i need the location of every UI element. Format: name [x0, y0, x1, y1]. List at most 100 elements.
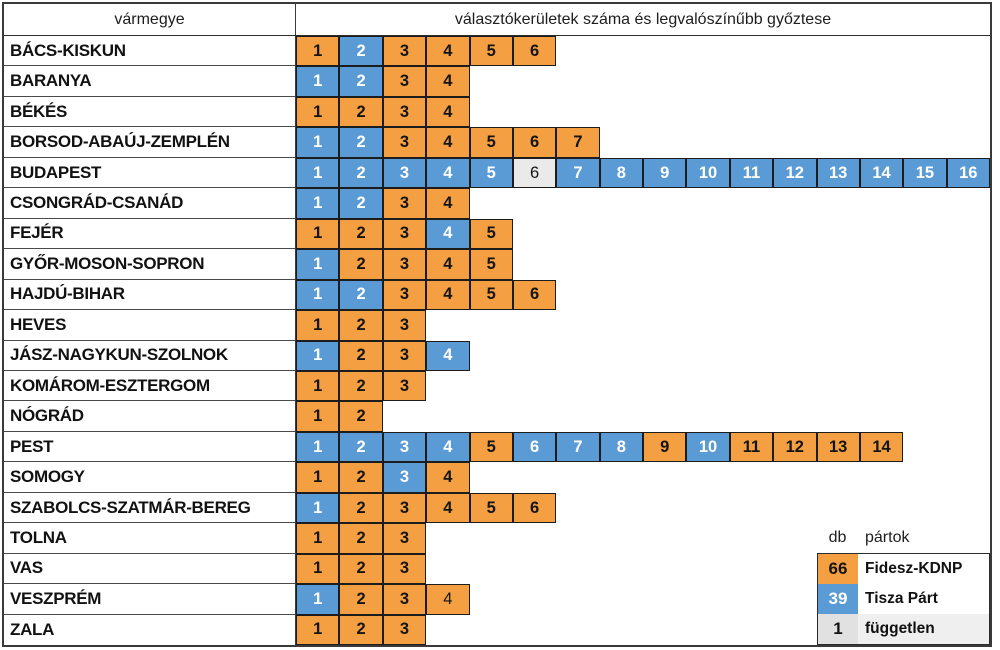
district-cell: 3 — [382, 96, 427, 128]
district-cell: 5 — [469, 157, 513, 189]
header-districts-column: választókerületek száma és legvalószínűb… — [454, 10, 832, 28]
district-cell: 1 — [296, 157, 340, 189]
district-cell: 3 — [382, 431, 427, 463]
district-cell: 8 — [599, 431, 643, 463]
district-cells: 1 2 3 4 5 6 7 8 9 10 11 12 13 14 15 16 — [296, 157, 990, 189]
district-cell: 1 — [296, 127, 340, 158]
district-cell: 6 — [512, 431, 557, 463]
district-cell: 2 — [339, 370, 383, 402]
district-cell: 1 — [296, 279, 340, 311]
district-cell: 12 — [773, 431, 817, 463]
district-cell: 14 — [859, 157, 904, 189]
county-row: PEST 1 2 3 4 5 6 7 8 9 10 11 12 13 14 — [4, 431, 990, 463]
district-cell: 14 — [859, 431, 904, 463]
county-name: VESZPRÉM — [4, 584, 296, 615]
county-row: ZALA 1 2 3 — [4, 614, 990, 646]
legend-row-fidesz: 66 Fidesz-KDNP — [818, 554, 989, 585]
county-name: VAS — [4, 553, 296, 585]
district-cell: 3 — [382, 127, 427, 158]
district-cell: 2 — [339, 66, 383, 97]
district-cell: 6 — [512, 127, 557, 158]
district-cell: 3 — [382, 614, 427, 646]
county-row: BORSOD-ABAÚJ-ZEMPLÉN 1 2 3 4 5 6 7 — [4, 127, 990, 158]
tisza-label: Tisza Párt — [865, 590, 938, 608]
district-cell: 4 — [426, 340, 470, 371]
district-cell: 4 — [426, 492, 470, 524]
county-row: JÁSZ-NAGYKUN-SZOLNOK 1 2 3 4 — [4, 340, 990, 371]
district-cell: 4 — [426, 584, 470, 615]
table-header-row: vármegye választókerületek száma és legv… — [4, 4, 990, 36]
header-region-column: vármegye — [4, 4, 296, 35]
district-cell: 1 — [296, 462, 340, 493]
county-row: CSONGRÁD-CSANÁD 1 2 3 4 — [4, 188, 990, 219]
district-cell: 2 — [339, 188, 383, 219]
district-cell: 3 — [382, 218, 427, 250]
district-cell: 4 — [426, 157, 470, 189]
county-name: GYŐR-MOSON-SOPRON — [4, 249, 296, 280]
district-cell: 2 — [339, 401, 383, 432]
district-cell: 3 — [382, 492, 427, 524]
district-cell: 6 — [512, 279, 557, 311]
county-name: ZALA — [4, 614, 296, 646]
county-name: HAJDÚ-BIHAR — [4, 279, 296, 311]
fidesz-swatch: 66 — [818, 554, 858, 585]
district-cell: 5 — [469, 492, 513, 524]
district-cell: 3 — [382, 370, 427, 402]
county-row: GYŐR-MOSON-SOPRON 1 2 3 4 5 — [4, 249, 990, 280]
district-cell: 1 — [296, 66, 340, 97]
district-cell: 3 — [382, 66, 427, 97]
independent-label: független — [865, 620, 935, 638]
district-cell: 3 — [382, 462, 427, 493]
county-row: BÉKÉS 1 2 3 4 — [4, 96, 990, 128]
county-name: PEST — [4, 431, 296, 463]
district-cell: 1 — [296, 431, 340, 463]
district-cell: 6 — [512, 157, 557, 189]
district-cell: 1 — [296, 553, 340, 585]
county-row: SZABOLCS-SZATMÁR-BEREG 1 2 3 4 5 6 — [4, 492, 990, 524]
county-name: CSONGRÁD-CSANÁD — [4, 188, 296, 219]
district-cell: 6 — [512, 36, 557, 67]
district-cell: 1 — [296, 249, 340, 280]
district-cell: 13 — [816, 431, 860, 463]
district-cell: 5 — [469, 127, 513, 158]
legend-count-header: db — [828, 529, 847, 547]
district-cell: 3 — [382, 584, 427, 615]
county-rows: BÁCS-KISKUN 1 2 3 4 5 6 BARANYA 1 2 3 4 BÉKÉS 1 2 3 4 BOR… — [4, 36, 990, 646]
district-cell: 7 — [556, 127, 600, 158]
district-cell: 2 — [339, 279, 383, 311]
district-cell: 2 — [339, 218, 383, 250]
district-cell: 1 — [296, 370, 340, 402]
district-cells: 1 2 3 4 5 6 7 8 9 10 11 12 13 14 — [296, 431, 990, 463]
district-cell: 1 — [296, 401, 340, 432]
district-cell: 5 — [469, 249, 513, 280]
county-name: SOMOGY — [4, 462, 296, 493]
county-name: TOLNA — [4, 523, 296, 554]
district-cell: 11 — [729, 157, 774, 189]
district-cell: 4 — [426, 279, 470, 311]
district-cell: 2 — [339, 492, 383, 524]
district-cell: 8 — [599, 157, 643, 189]
district-cell: 10 — [686, 431, 730, 463]
district-cell: 5 — [469, 431, 513, 463]
district-cell: 2 — [339, 523, 383, 554]
county-name: FEJÉR — [4, 218, 296, 250]
district-cell: 4 — [426, 127, 470, 158]
district-cell: 4 — [426, 188, 470, 219]
district-cell: 4 — [426, 66, 470, 97]
county-name: BARANYA — [4, 66, 296, 97]
district-cell: 4 — [426, 218, 470, 250]
county-row: BARANYA 1 2 3 4 — [4, 66, 990, 97]
district-cell: 1 — [296, 36, 340, 67]
district-cell: 13 — [816, 157, 860, 189]
county-name: BUDAPEST — [4, 157, 296, 189]
